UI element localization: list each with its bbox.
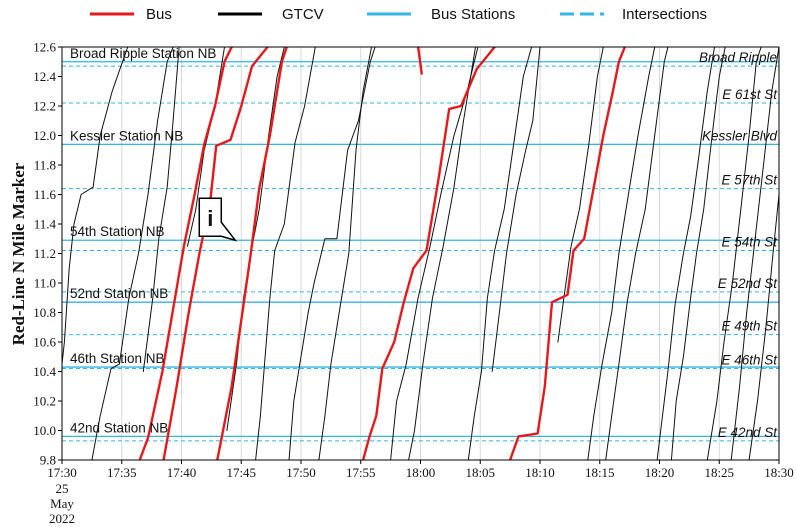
gtcv-trajectory: [730, 47, 779, 460]
gtcv-trajectory: [605, 47, 669, 460]
x-date-label: May: [50, 496, 74, 511]
gtcv-trajectory: [91, 47, 174, 460]
y-tick-label: 11.0: [34, 276, 56, 291]
x-tick-label: 18:20: [645, 465, 675, 480]
x-tick-label: 18:15: [585, 465, 615, 480]
gtcv-trajectory: [656, 47, 715, 460]
gtcv-trajectory: [318, 47, 372, 460]
legend-label-bus-stations: Bus Stations: [431, 6, 515, 23]
y-axis-label: Red-Line N Mile Marker: [9, 162, 28, 345]
x-tick-label: 18:30: [764, 465, 794, 480]
station-label: Kessler Station NB: [70, 128, 183, 143]
station-label: 42nd Station NB: [70, 420, 168, 435]
y-tick-label: 10.0: [33, 423, 56, 438]
legend-label-bus: Bus: [146, 6, 172, 23]
reference-labels: Broad Ripple E 61st St Kessler Blvd E 57th …: [70, 46, 778, 440]
bus-trajectory: [416, 47, 423, 75]
y-axis: 9.8 10.0 10.2 10.4 10.6 10.8 11.0 11.2 11.4 11.6 1…: [33, 40, 62, 468]
bus-series-group: [138, 47, 626, 460]
x-tick-label: 17:40: [167, 465, 197, 480]
intersection-label: E 42nd St: [718, 425, 779, 440]
x-tick-label: 18:25: [704, 465, 734, 480]
gtcv-trajectory: [142, 47, 180, 372]
gtcv-trajectory: [255, 47, 316, 460]
gtcv-trajectory: [670, 47, 726, 460]
y-tick-label: 12.6: [33, 40, 56, 55]
y-tick-label: 11.6: [34, 187, 57, 202]
bus-trajectory: [162, 47, 269, 460]
x-tick-label: 17:35: [107, 465, 137, 480]
x-tick-label: 18:00: [406, 465, 436, 480]
y-tick-label: 12.4: [33, 69, 56, 84]
gtcv-trajectory: [62, 47, 129, 365]
legend: Bus GTCV Bus Stations Intersections: [90, 6, 707, 23]
callout-group: i: [198, 197, 238, 242]
legend-label-gtcv: GTCV: [282, 6, 324, 23]
bus-trajectory: [216, 47, 288, 460]
gtcv-trajectory: [467, 47, 533, 460]
x-date-label: 25: [56, 481, 69, 496]
intersection-label: E 49th St: [721, 319, 778, 334]
intersection-label: E 61st St: [722, 87, 778, 102]
station-label: 46th Station NB: [70, 351, 165, 366]
bus-trajectory: [508, 47, 626, 460]
callout-box: [198, 197, 238, 242]
y-tick-label: 10.6: [33, 335, 56, 350]
callout-label: i: [207, 206, 213, 231]
gtcv-trajectory: [587, 47, 656, 460]
intersection-label: E 52nd St: [718, 276, 779, 291]
station-label: 54th Station NB: [70, 224, 165, 239]
legend-label-intersections: Intersections: [622, 6, 707, 23]
y-tick-label: 10.4: [33, 364, 56, 379]
y-tick-label: 12.0: [33, 128, 56, 143]
gtcv-trajectory: [408, 47, 476, 460]
x-axis: 17:30 17:35 17:40 17:45 17:50 17:55 18:00 18:05…: [47, 460, 794, 526]
x-tick-label: 18:10: [525, 465, 555, 480]
gtcv-trajectory: [748, 194, 779, 460]
x-tick-label: 17:50: [286, 465, 316, 480]
bus-trajectory: [138, 47, 233, 460]
station-label: Broad Ripple Station NB: [70, 46, 216, 61]
intersection-label: Broad Ripple: [699, 50, 777, 65]
intersection-label: Kessler Blvd: [702, 128, 778, 143]
intersection-label: E 46th St: [721, 353, 778, 368]
y-tick-label: 11.4: [34, 217, 57, 232]
x-date-label: 2022: [49, 511, 75, 526]
y-tick-label: 10.8: [33, 305, 56, 320]
gtcv-trajectory: [706, 47, 762, 460]
bus-trajectory: [361, 47, 496, 460]
intersection-label: E 54th St: [721, 235, 778, 250]
y-tick-label: 9.8: [40, 453, 56, 468]
y-tick-label: 12.2: [33, 99, 56, 114]
x-tick-label: 17:30: [47, 465, 77, 480]
vertical-grid: [121, 47, 720, 460]
intersection-label: E 57th St: [721, 173, 778, 188]
x-tick-label: 17:55: [346, 465, 376, 480]
gtcv-trajectory: [491, 47, 541, 372]
y-tick-label: 10.2: [33, 394, 56, 409]
gtcv-trajectory: [390, 47, 479, 460]
station-label: 52nd Station NB: [70, 286, 168, 301]
x-tick-label: 17:45: [226, 465, 256, 480]
y-tick-label: 11.2: [34, 246, 56, 261]
y-tick-label: 11.8: [34, 158, 56, 173]
x-tick-label: 18:05: [465, 465, 495, 480]
